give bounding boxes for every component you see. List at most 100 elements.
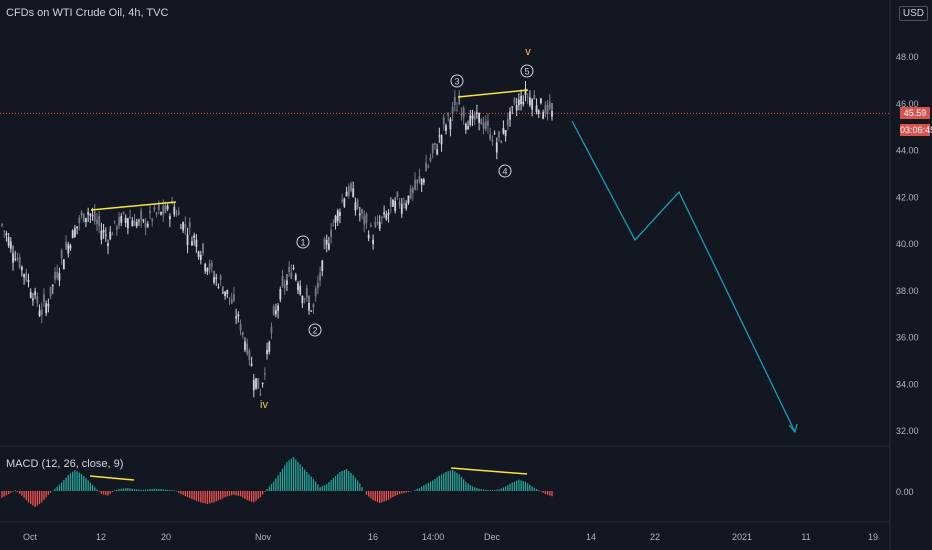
candle-body [144,222,147,228]
candle-body [398,202,401,205]
trendline [89,475,135,481]
candle-body [392,199,394,207]
candle-body [467,126,469,130]
candle-body [445,125,447,132]
candle-body [115,226,118,230]
candle-body [155,212,158,215]
candle-body [270,327,273,333]
candle-body [5,233,8,236]
candle-body [168,216,171,220]
candle-body [533,94,536,100]
candle-body [235,316,238,319]
candle-body [396,191,399,198]
candle-body [175,214,178,216]
macd-tick-label: 0.00 [896,487,914,497]
candle-body [85,218,87,223]
wave-number: 3 [454,77,459,87]
x-tick-label: 16 [368,532,378,542]
candle-body [418,176,421,181]
candle-body [133,221,136,226]
x-tick-label: 19 [868,532,878,542]
y-tick-label: 42.00 [896,192,919,202]
candle-body [279,289,282,300]
candle-body [303,298,306,300]
candle-body [9,241,12,249]
candle-body [277,305,280,311]
candle-body [69,245,72,249]
wave-circle [520,64,534,78]
candle-body [475,112,478,114]
candle-body [202,243,204,253]
candle-body [383,212,386,215]
candle-body [281,275,284,287]
candle-body [153,207,156,210]
candle-body [352,188,355,198]
candle-body [208,263,211,271]
x-tick-label: 20 [161,532,171,542]
candle-body [431,143,434,154]
candle-body [301,295,304,304]
candle-body [244,341,246,351]
candle-body [529,97,531,106]
y-tick-label: 38.00 [896,286,919,296]
x-tick-label: 12 [96,532,106,542]
candle-body [151,218,154,221]
candle-body [197,251,200,257]
candle-body [339,211,341,216]
candle-body [82,213,85,222]
candle-body [96,219,98,224]
candle-body [389,197,392,207]
candle-body [489,133,492,140]
last-price-tag: 45.59 [900,107,930,119]
bar-countdown-tag: 03:06:45 [900,124,932,136]
candle-body [259,393,262,396]
candle-body [447,113,450,116]
x-tick-label: Nov [255,532,272,542]
candle-body [32,298,34,301]
candle-body [456,110,458,112]
candle-body [51,284,54,287]
candle-body [308,302,310,311]
candle-body [228,297,231,299]
candle-body [548,101,551,109]
wave-number: 1 [300,238,305,248]
candle-body [299,285,302,295]
candle-body [93,211,96,222]
candle-body [361,209,363,214]
candle-body [1,224,3,226]
candle-body [20,266,23,271]
currency-badge[interactable]: USD [898,6,928,21]
candle-body [219,275,222,280]
candle-body [166,205,169,210]
candle-body [160,212,162,215]
x-tick-label: 14 [586,532,596,542]
candle-body [213,277,215,283]
candle-body [513,98,516,104]
candle-body [542,112,545,119]
candle-body [43,294,45,302]
candle-body [354,202,357,211]
candle-body [495,142,498,153]
candle-body [248,350,251,360]
candle-body [288,266,291,273]
candle-body [73,228,76,237]
candle-body [414,179,416,190]
candle-body [316,282,319,289]
candle-body [356,199,359,209]
candle-body [122,212,125,214]
y-tick-label: 34.00 [896,379,919,389]
candle-body [416,179,419,184]
candle-body [511,106,514,108]
candle-body [429,157,432,161]
candle-body [358,213,361,216]
candle-body [65,241,67,249]
candle-body [434,142,436,146]
candle-body [482,122,485,129]
candle-body [453,96,456,106]
candle-body [76,226,79,229]
candle-body [261,383,264,385]
x-tick-label: 11 [801,532,810,542]
candle-body [336,210,339,221]
candle-body [305,288,308,298]
candle-body [16,258,19,260]
